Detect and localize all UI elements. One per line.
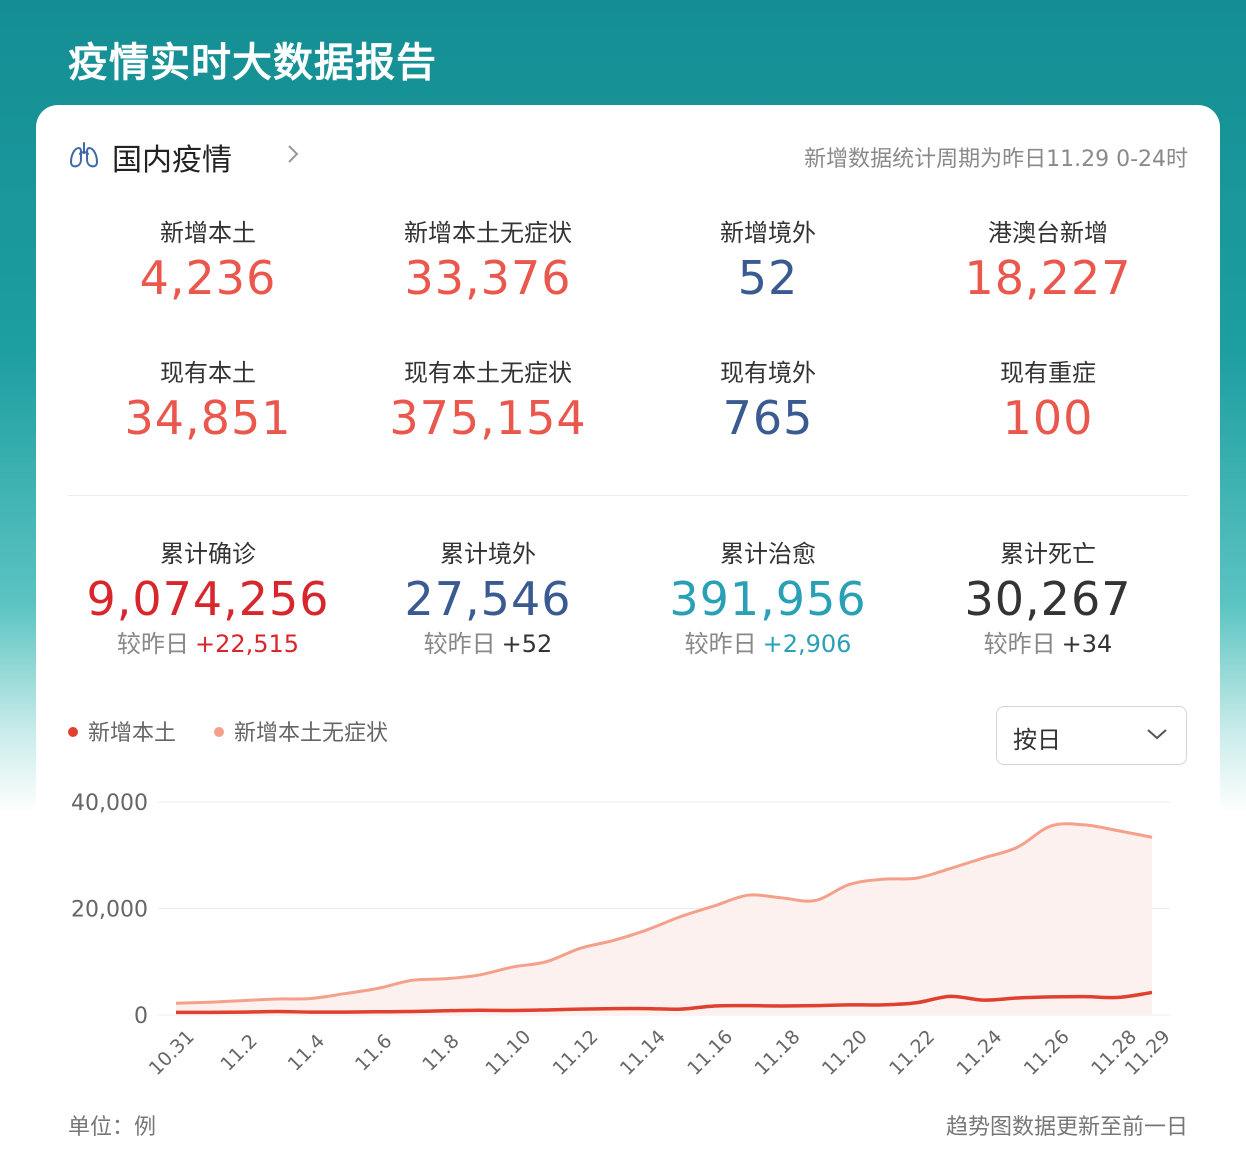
divider bbox=[68, 495, 1188, 496]
delta-label: 较昨日 bbox=[423, 630, 496, 658]
y-tick-label: 40,000 bbox=[71, 791, 148, 816]
series-line-新增本土 bbox=[175, 990, 1153, 1015]
stat-value: 375,154 bbox=[389, 391, 587, 445]
stat-current-severe: 现有重症 100 bbox=[908, 358, 1188, 448]
stat-value: 391,956 bbox=[669, 572, 867, 626]
stat-new-local: 新增本土 4,236 bbox=[68, 218, 348, 308]
stat-current-local-asymptomatic: 现有本土无症状 375,154 bbox=[348, 358, 628, 448]
chevron-right-icon[interactable] bbox=[286, 143, 300, 165]
delta-value: +52 bbox=[501, 630, 553, 658]
x-tick-label: 11.4 bbox=[284, 1030, 329, 1075]
lung-icon bbox=[69, 142, 99, 168]
stat-label: 现有本土 bbox=[160, 359, 256, 387]
trend-chart: 0 20,000 40,000 10.31 11.2 11.4 11.6 11.8 11.10 1… bbox=[71, 791, 1175, 1080]
stat-label: 累计治愈 bbox=[720, 540, 816, 568]
stat-label: 新增境外 bbox=[720, 219, 816, 247]
stat-label: 现有境外 bbox=[720, 359, 816, 387]
legend-dot bbox=[214, 727, 224, 737]
stat-value: 30,267 bbox=[964, 572, 1132, 626]
delta-label: 较昨日 bbox=[116, 630, 189, 658]
stat-value: 34,851 bbox=[124, 391, 292, 445]
stat-current-imported: 现有境外 765 bbox=[628, 358, 908, 448]
update-note: 趋势图数据更新至前一日 bbox=[945, 1115, 1188, 1140]
x-tick-label: 11.8 bbox=[418, 1030, 463, 1075]
delta-value: +34 bbox=[1061, 630, 1113, 658]
y-tick-label: 20,000 bbox=[71, 898, 148, 923]
page-title: 疫情实时大数据报告 bbox=[68, 40, 437, 86]
stat-delta: 较昨日 +22,515 bbox=[68, 629, 348, 659]
chevron-down-icon bbox=[1147, 729, 1167, 740]
x-tick-label: 11.12 bbox=[549, 1026, 603, 1080]
stat-value: 9,074,256 bbox=[86, 572, 330, 626]
stat-cumulative-confirmed: 累计确诊 9,074,256 较昨日 +22,515 bbox=[68, 539, 348, 659]
period-select-value: 按日 bbox=[1013, 726, 1061, 754]
series-area-新增本土无症状 bbox=[176, 823, 1152, 1015]
domestic-epidemic-card: 国内疫情 新增数据统计周期为昨日11.29 0-24时 新增本土 4,236 新… bbox=[36, 105, 1220, 1162]
stat-label: 新增本土 bbox=[160, 219, 256, 247]
stat-new-imported: 新增境外 52 bbox=[628, 218, 908, 308]
y-tick-label: 0 bbox=[134, 1004, 148, 1029]
stat-current-local: 现有本土 34,851 bbox=[68, 358, 348, 448]
x-tick-label: 11.24 bbox=[952, 1026, 1006, 1080]
stat-value: 765 bbox=[722, 391, 814, 445]
delta-label: 较昨日 bbox=[983, 630, 1056, 658]
stat-label: 港澳台新增 bbox=[988, 219, 1108, 247]
stat-new-hk-macao-taiwan: 港澳台新增 18,227 bbox=[908, 218, 1188, 308]
stat-label: 新增本土无症状 bbox=[404, 219, 572, 247]
x-tick-label: 11.14 bbox=[616, 1026, 670, 1080]
stat-label: 累计确诊 bbox=[160, 540, 256, 568]
x-tick-label: 11.22 bbox=[885, 1026, 939, 1080]
stat-value: 52 bbox=[737, 251, 799, 305]
period-select[interactable]: 按日 bbox=[996, 706, 1187, 765]
stat-value: 100 bbox=[1002, 391, 1094, 445]
unit-note: 单位：例 bbox=[68, 1115, 157, 1140]
card-header[interactable]: 国内疫情 新增数据统计周期为昨日11.29 0-24时 bbox=[68, 135, 1188, 178]
section-title[interactable]: 国内疫情 bbox=[112, 143, 232, 178]
stat-delta: 较昨日 +2,906 bbox=[628, 629, 908, 659]
legend-dot bbox=[68, 727, 78, 737]
delta-value: +2,906 bbox=[762, 630, 852, 658]
x-tick-label: 11.6 bbox=[351, 1030, 396, 1075]
legend-label: 新增本土无症状 bbox=[234, 721, 389, 746]
legend-item-new-asymptomatic[interactable]: 新增本土无症状 bbox=[214, 715, 388, 747]
stat-label: 现有本土无症状 bbox=[404, 359, 572, 387]
stat-delta: 较昨日 +52 bbox=[348, 629, 628, 659]
x-tick-label: 11.16 bbox=[683, 1026, 737, 1080]
x-tick-label: 11.26 bbox=[1020, 1026, 1074, 1080]
stat-cumulative-deaths: 累计死亡 30,267 较昨日 +34 bbox=[908, 539, 1188, 659]
x-tick-label: 11.20 bbox=[818, 1026, 872, 1080]
stat-delta: 较昨日 +34 bbox=[908, 629, 1188, 659]
x-tick-label: 11.18 bbox=[751, 1026, 805, 1080]
stat-new-local-asymptomatic: 新增本土无症状 33,376 bbox=[348, 218, 628, 308]
stat-value: 4,236 bbox=[139, 251, 277, 305]
stat-label: 累计死亡 bbox=[1000, 540, 1096, 568]
x-tick-label: 11.10 bbox=[481, 1026, 535, 1080]
stat-label: 现有重症 bbox=[1000, 359, 1096, 387]
period-note: 新增数据统计周期为昨日11.29 0-24时 bbox=[804, 147, 1188, 172]
x-tick-label: 10.31 bbox=[145, 1026, 199, 1080]
series-line-新增本土无症状 bbox=[175, 822, 1153, 1005]
stat-value: 33,376 bbox=[404, 251, 572, 305]
delta-label: 较昨日 bbox=[684, 630, 757, 658]
stat-value: 27,546 bbox=[404, 572, 572, 626]
x-tick-label: 11.2 bbox=[216, 1030, 261, 1075]
stat-cumulative-recovered: 累计治愈 391,956 较昨日 +2,906 bbox=[628, 539, 908, 659]
stat-cumulative-imported: 累计境外 27,546 较昨日 +52 bbox=[348, 539, 628, 659]
stat-label: 累计境外 bbox=[440, 540, 536, 568]
legend-label: 新增本土 bbox=[88, 721, 177, 746]
stat-value: 18,227 bbox=[964, 251, 1132, 305]
legend-item-new-local[interactable]: 新增本土 bbox=[68, 715, 176, 747]
delta-value: +22,515 bbox=[194, 630, 300, 658]
